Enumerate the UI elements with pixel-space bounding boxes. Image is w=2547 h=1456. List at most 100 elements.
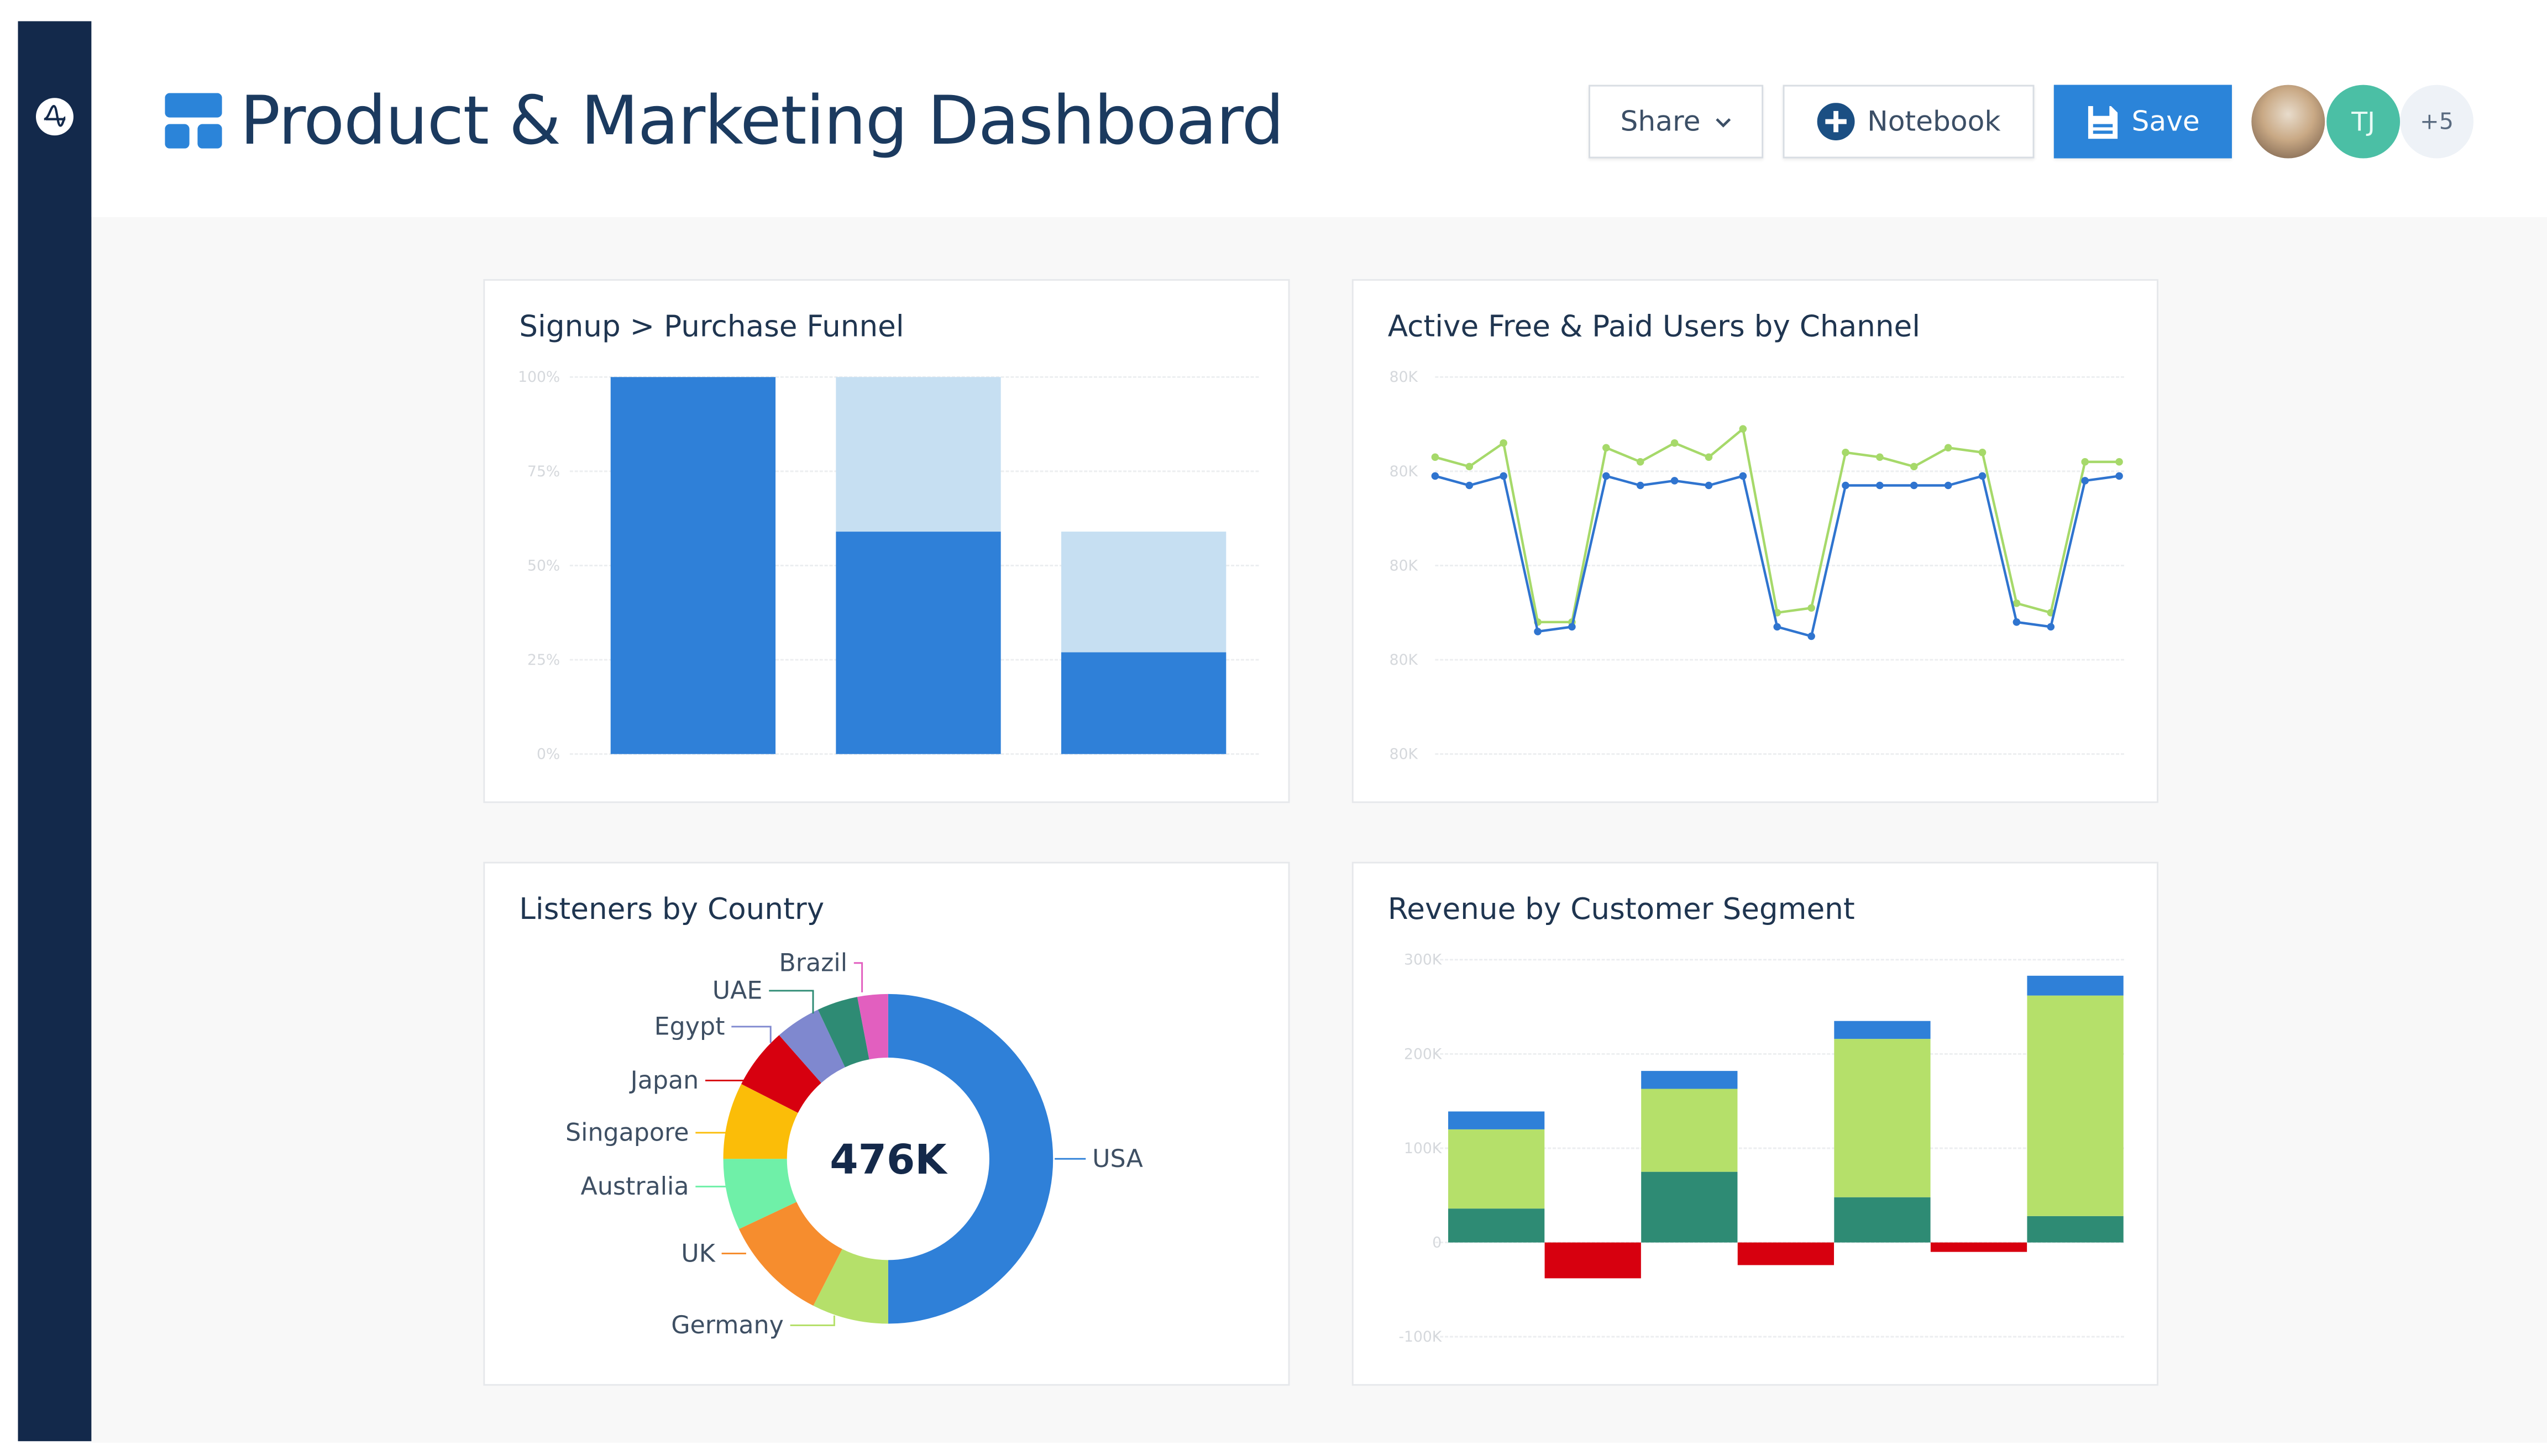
data-point <box>1500 439 1507 447</box>
avatar-tj[interactable]: TJ <box>2326 85 2401 159</box>
data-point <box>1705 481 1713 490</box>
card-title: Revenue by Customer Segment <box>1387 892 1855 927</box>
app-logo-icon[interactable] <box>35 98 74 136</box>
y-tick-label: 200K <box>1404 1045 1442 1063</box>
save-button[interactable]: Save <box>2053 85 2232 159</box>
avatar-photo[interactable] <box>2251 85 2325 159</box>
data-point <box>1602 444 1610 452</box>
data-point <box>1568 623 1576 631</box>
slice-label: UK <box>681 1239 715 1268</box>
data-point <box>1876 481 1884 490</box>
dashboard-icon <box>165 93 222 149</box>
data-point <box>1705 453 1713 461</box>
slice-label: Singapore <box>565 1119 689 1147</box>
card-title: Signup > Purchase Funnel <box>519 310 904 345</box>
revenue-bar-chart: 300K 200K 100K 0 -100K <box>1398 952 2124 1345</box>
y-tick-label: 0% <box>537 746 560 763</box>
y-tick-label: 75% <box>527 463 560 480</box>
revenue-bar-negative <box>1737 1242 1835 1265</box>
revenue-bar-segment <box>1641 1089 1738 1172</box>
funnel-bar-segment <box>836 532 1001 754</box>
data-point <box>2081 458 2089 466</box>
y-tick-label: 50% <box>527 557 560 574</box>
data-point <box>1670 439 1679 447</box>
save-label: Save <box>2131 105 2200 138</box>
donut-slice <box>741 1035 821 1113</box>
y-tick-label: -100K <box>1398 1328 1442 1345</box>
chevron-down-icon <box>1715 117 1730 127</box>
data-point <box>1431 472 1439 480</box>
data-point <box>1944 444 1952 452</box>
donut-slice <box>723 1159 797 1229</box>
slice-label: Australia <box>581 1173 689 1201</box>
donut-slice <box>813 1249 888 1324</box>
card-funnel[interactable]: Signup > Purchase Funnel 100% 75% 50% 25% 0% <box>483 279 1290 803</box>
y-tick-label: 80K <box>1390 557 1418 574</box>
funnel-bar-segment <box>1061 652 1227 754</box>
save-icon <box>2087 105 2117 138</box>
revenue-bar-segment <box>2027 975 2124 996</box>
revenue-bar-segment <box>1448 1129 1545 1209</box>
revenue-bar-segment <box>2027 995 2124 1216</box>
data-point <box>1431 453 1439 461</box>
revenue-bar-negative <box>1930 1242 2027 1252</box>
revenue-bar-segment <box>1448 1208 1545 1243</box>
donut-slice <box>738 1202 842 1306</box>
avatar-more[interactable]: +5 <box>2400 85 2474 159</box>
funnel-bar-segment <box>610 377 776 754</box>
leader-line <box>731 1026 772 1043</box>
data-point <box>2013 599 2021 607</box>
notebook-label: Notebook <box>1867 105 2001 138</box>
notebook-button[interactable]: Notebook <box>1783 85 2035 159</box>
slice-label: USA <box>1092 1145 1143 1173</box>
data-point <box>1500 472 1507 480</box>
card-listeners[interactable]: Listeners by Country 476K USA Germany UK Aus… <box>483 861 1290 1386</box>
donut-slice <box>888 994 1054 1324</box>
data-point <box>1636 481 1644 490</box>
donut-slice <box>857 994 888 1060</box>
y-tick-label: 80K <box>1390 463 1418 480</box>
avatar-more-count: +5 <box>2420 108 2454 135</box>
data-point <box>2115 472 2123 480</box>
slice-label: Egypt <box>654 1013 725 1041</box>
data-point <box>1910 462 1918 471</box>
revenue-bar-segment <box>1834 1197 1931 1243</box>
funnel-bar-segment <box>836 377 1001 532</box>
card-title: Active Free & Paid Users by Channel <box>1387 310 1921 345</box>
data-point <box>1773 623 1781 631</box>
y-tick-label: 25% <box>527 651 560 669</box>
data-point <box>1807 604 1815 612</box>
line-chart: 80K 80K 80K 80K 80K <box>1390 369 2124 763</box>
card-revenue[interactable]: Revenue by Customer Segment 300K 200K 100K… <box>1351 861 2158 1386</box>
data-point <box>1807 632 1815 640</box>
plus-circle-icon <box>1816 103 1854 141</box>
data-point <box>2081 477 2089 485</box>
slice-label: Japan <box>629 1066 699 1095</box>
y-tick-label: 80K <box>1390 369 1418 386</box>
share-button[interactable]: Share <box>1589 85 1764 159</box>
y-tick-label: 300K <box>1404 952 1442 969</box>
card-active-users[interactable]: Active Free & Paid Users by Channel 80K 8… <box>1351 279 2158 803</box>
data-point <box>1842 481 1849 490</box>
revenue-bar-segment <box>2027 1216 2124 1243</box>
funnel-bar-segment <box>1061 532 1227 653</box>
data-point <box>1910 481 1918 490</box>
data-point <box>1944 481 1952 490</box>
data-point <box>2047 623 2055 631</box>
leader-line <box>790 1315 835 1326</box>
y-tick-label: 0 <box>1432 1234 1442 1251</box>
funnel-chart: 100% 75% 50% 25% 0% <box>518 369 1259 763</box>
data-point <box>1465 462 1474 471</box>
data-point <box>1978 448 1987 456</box>
series-line <box>1434 427 2120 624</box>
data-point <box>1636 458 1644 466</box>
data-point <box>2013 618 2021 626</box>
y-tick-label: 80K <box>1390 651 1418 669</box>
main-area <box>91 217 2547 1443</box>
card-title: Listeners by Country <box>519 892 825 927</box>
share-label: Share <box>1620 105 1701 138</box>
leader-line <box>853 962 863 992</box>
data-point <box>2115 458 2123 466</box>
page-title: Product & Marketing Dashboard <box>240 81 1284 160</box>
